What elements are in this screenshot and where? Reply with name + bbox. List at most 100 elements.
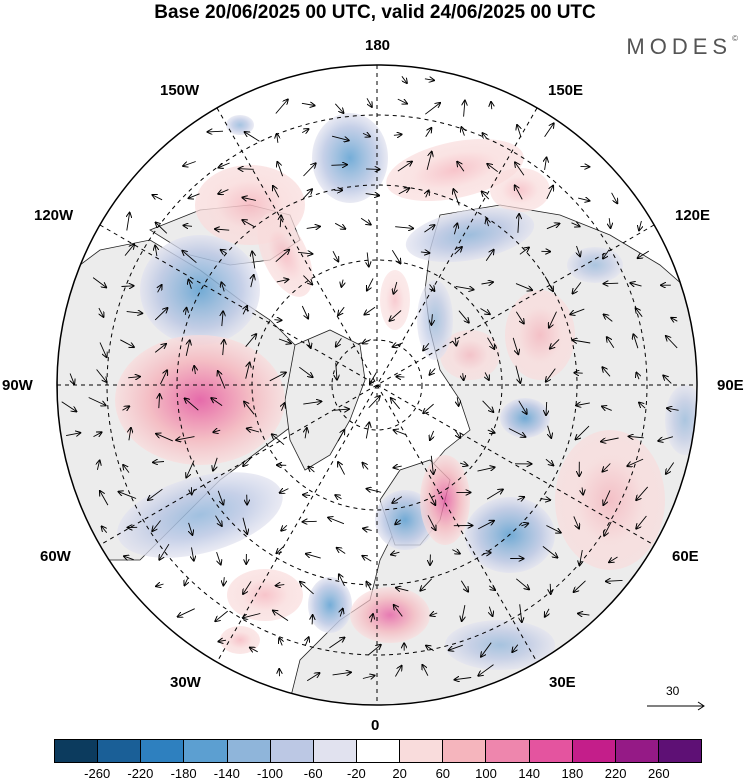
- wind-vector-arrow: [332, 250, 338, 261]
- wind-vector-arrow: [189, 193, 200, 198]
- wind-vector-arrow: [666, 336, 678, 349]
- wind-vector-arrow: [391, 249, 400, 263]
- wind-vector-arrow: [636, 486, 649, 500]
- wind-vector-arrow: [152, 520, 161, 532]
- wind-vector-arrow: [638, 250, 650, 258]
- wind-vector-arrow: [155, 246, 157, 257]
- wind-vector-arrow: [363, 463, 369, 470]
- wind-vector-arrow: [178, 608, 195, 617]
- wind-vector-arrow: [297, 252, 312, 254]
- wind-vector-arrow: [366, 423, 369, 439]
- wind-vector-arrow: [420, 578, 433, 591]
- wind-vector-arrow: [666, 462, 675, 474]
- wind-vector-arrow: [277, 134, 278, 143]
- wind-vector-arrow: [393, 343, 404, 347]
- wind-vector-arrow: [402, 76, 407, 83]
- wind-vector-arrow: [515, 185, 523, 200]
- wind-vector-arrow: [548, 425, 552, 438]
- colorbar-tick-label: 20: [392, 766, 407, 781]
- wind-vector-arrow: [455, 337, 456, 346]
- wind-vector-arrow: [154, 308, 167, 321]
- wind-vector-arrow: [425, 103, 440, 115]
- wind-vector-arrow: [482, 192, 490, 200]
- wind-vector-arrow: [431, 455, 433, 474]
- wind-vector-arrow: [464, 101, 465, 117]
- wind-vector-arrow: [124, 244, 134, 256]
- wind-vector-arrow: [217, 490, 223, 505]
- wind-vector-arrow: [633, 334, 639, 349]
- wind-vector-arrow: [301, 305, 308, 319]
- wind-vector-arrow: [182, 251, 197, 264]
- wind-vector-arrow: [483, 133, 488, 140]
- wind-vector-arrow: [461, 127, 464, 136]
- lon-label-90e: 90E: [717, 377, 744, 394]
- wind-vector-arrow: [335, 495, 342, 499]
- wind-vector-arrow: [184, 225, 193, 226]
- wind-vector-arrow: [463, 373, 464, 380]
- wind-vector-arrow: [281, 403, 284, 411]
- wind-vector-arrow: [247, 429, 260, 433]
- wind-vector-arrow: [213, 457, 218, 471]
- colorbar-swatch: [227, 740, 271, 762]
- wind-vector-arrow: [306, 673, 319, 682]
- wind-vector-arrow: [604, 315, 613, 322]
- wind-vector-arrow: [274, 320, 281, 321]
- anomaly-blue: [226, 115, 254, 135]
- wind-vector-arrow: [368, 645, 380, 656]
- colorbar-swatch: [529, 740, 573, 762]
- wind-vector-arrow: [571, 223, 580, 227]
- wind-vector-arrow: [453, 189, 460, 206]
- wind-vector-arrow: [280, 489, 289, 493]
- map-content: [57, 65, 697, 705]
- wind-vector-arrow: [272, 434, 285, 446]
- wind-vector-arrow: [545, 158, 547, 170]
- wind-vector-arrow: [121, 286, 134, 287]
- wind-vector-arrow: [306, 227, 320, 229]
- wind-vector-arrow: [122, 406, 130, 410]
- wind-vector-arrow: [245, 334, 257, 347]
- wind-vector-arrow: [219, 162, 230, 168]
- wind-vector-arrow: [338, 462, 345, 475]
- wind-vector-arrow: [546, 525, 560, 533]
- wind-vector-arrow: [102, 526, 107, 533]
- lon-label-60e: 60E: [672, 548, 699, 565]
- wind-vector-arrow: [273, 186, 280, 198]
- anomaly-blue: [308, 577, 352, 633]
- wind-vector-arrow: [279, 638, 282, 646]
- wind-vector-arrow: [427, 515, 436, 530]
- colorbar-tick-label: -20: [346, 766, 366, 781]
- wind-vector-arrow: [426, 646, 434, 652]
- wind-vector-arrow: [609, 218, 610, 228]
- wind-vector-arrow: [312, 615, 313, 625]
- wind-vector-arrow: [158, 285, 162, 293]
- wind-vector-arrow: [390, 310, 402, 321]
- wind-vector-arrow: [211, 398, 223, 406]
- wind-vector-arrow: [331, 165, 347, 166]
- wind-vector-arrow: [159, 394, 160, 409]
- wind-vector-arrow: [221, 250, 227, 254]
- anomaly-red: [386, 138, 524, 202]
- colorbar-swatch: [184, 740, 228, 762]
- wind-vector-arrow: [367, 278, 374, 290]
- wind-vector-arrow: [517, 497, 524, 500]
- wind-vector-arrow: [639, 220, 641, 230]
- wind-vector-arrow: [580, 550, 583, 565]
- wind-vector-arrow: [604, 521, 612, 536]
- colorbar-tick-label: 220: [604, 766, 627, 781]
- wind-vector-arrow: [544, 276, 553, 292]
- wind-vector-arrow: [221, 282, 224, 292]
- wind-vector-arrow: [120, 339, 134, 347]
- colorbar-tick-label: -260: [84, 766, 111, 781]
- wind-vector-arrow: [123, 465, 130, 473]
- wind-vector-arrow: [98, 307, 104, 317]
- wind-vector-arrow: [328, 518, 345, 525]
- wind-vector-arrow: [430, 284, 435, 291]
- wind-vector-arrow: [636, 373, 639, 380]
- wind-vector-arrow: [516, 578, 529, 590]
- map-boundary: [56, 64, 698, 706]
- wind-vector-arrow: [667, 408, 679, 410]
- colorbar-tick-label: -100: [256, 766, 284, 781]
- wind-vector-arrow: [88, 397, 106, 406]
- wind-vector-arrow: [367, 489, 382, 493]
- wind-vector-arrow: [362, 676, 375, 679]
